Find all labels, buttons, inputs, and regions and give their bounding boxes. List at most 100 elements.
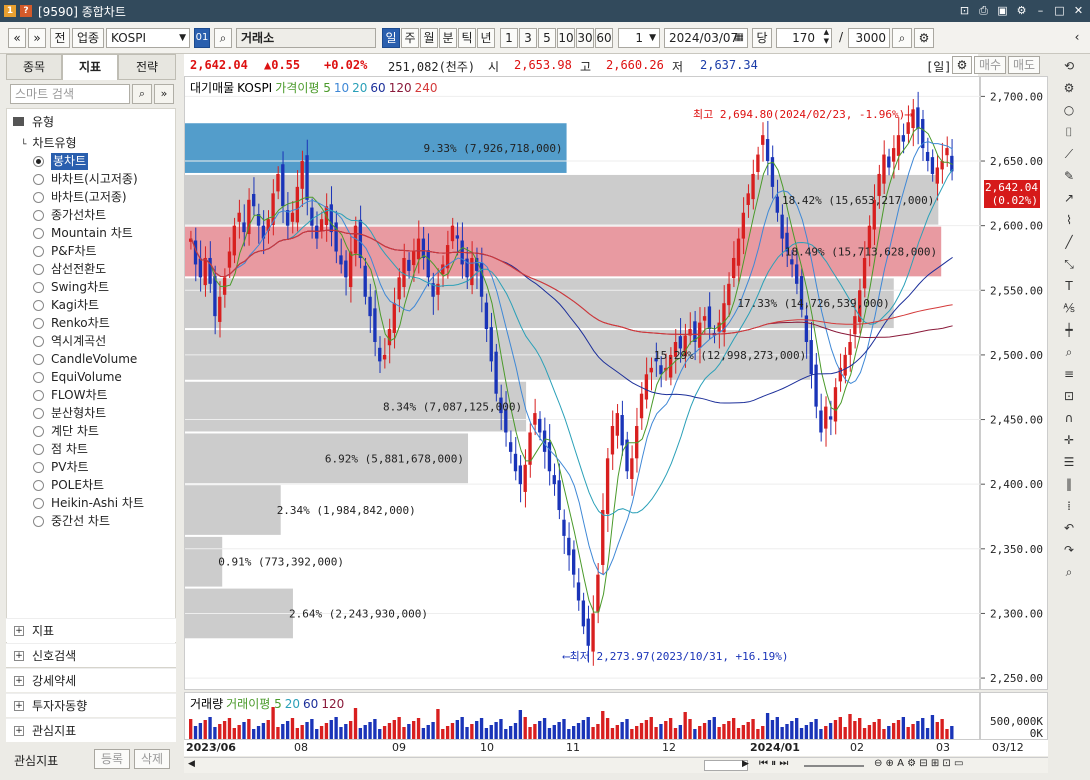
front-button[interactable]: 전 — [50, 28, 70, 48]
search-icon[interactable]: ⌕ — [214, 28, 232, 48]
chart-type-item[interactable]: 봉차트 — [33, 153, 89, 170]
stepper-icon[interactable]: ▲ ▼ — [823, 28, 829, 45]
chevron-down-icon[interactable]: ▼ — [179, 33, 186, 43]
chart-type-item[interactable]: 종가선차트 — [33, 207, 106, 224]
period-tick[interactable]: 틱 — [458, 28, 476, 48]
legend-item[interactable]: 10 — [333, 81, 350, 95]
code-input[interactable]: KOSPI ▼ — [106, 28, 190, 48]
radio-icon[interactable] — [33, 426, 44, 437]
legend-item[interactable]: 120 — [388, 81, 412, 95]
date-input[interactable]: 2024/03/07 ▦ — [664, 28, 748, 48]
scroll-right-icon[interactable]: ▶ — [742, 759, 749, 769]
cross-icon[interactable]: ✛ — [1063, 433, 1075, 447]
chart-type-item[interactable]: Swing차트 — [33, 279, 109, 296]
radio-icon[interactable] — [33, 336, 44, 347]
tab-indicator[interactable]: 지표 — [62, 54, 118, 80]
legend-item[interactable]: 60 — [370, 81, 386, 95]
chart-icon[interactable]: ⌷ — [1065, 125, 1073, 139]
candle-icon[interactable]: ┿ — [1065, 323, 1073, 337]
count-input[interactable]: 170 ▲ ▼ — [776, 28, 832, 48]
volume-legend-item[interactable]: 20 — [284, 697, 301, 711]
chart-type-item[interactable]: 바차트(시고저종) — [33, 171, 138, 188]
chart-type-item[interactable]: Heikin-Ashi 차트 — [33, 495, 144, 512]
refresh-icon[interactable]: ⟲ — [1063, 59, 1075, 73]
chart-type-item[interactable]: P&F차트 — [33, 243, 97, 260]
subgroup-chart-type[interactable]: └ 차트유형 — [21, 134, 77, 151]
radio-icon[interactable] — [33, 462, 44, 473]
zoom-tools[interactable]: ⊖ ⊕ A ⚙ ⊟ ⊞ ⊡ ▭ — [874, 758, 964, 769]
radio-icon[interactable] — [33, 408, 44, 419]
collapse-arrow-icon[interactable]: ‹ — [1074, 30, 1080, 44]
collapsed-group[interactable]: + 관심지표 — [6, 718, 176, 742]
radio-icon[interactable] — [33, 372, 44, 383]
circle-icon[interactable]: ○ — [1063, 103, 1075, 117]
expand-icon[interactable]: » — [154, 84, 174, 104]
close-icon[interactable]: ✕ — [1073, 4, 1084, 17]
pin-icon[interactable]: ⊡ — [959, 4, 970, 17]
chart-type-item[interactable]: Kagi차트 — [33, 297, 99, 314]
chart-type-item[interactable]: 역시계곡선 — [33, 333, 106, 350]
chart-type-item[interactable]: EquiVolume — [33, 369, 122, 386]
expand-plus-icon[interactable]: + — [14, 701, 24, 711]
scroll-left-icon[interactable]: ◀ — [188, 759, 195, 769]
collapsed-group[interactable]: + 투자자동향 — [6, 693, 176, 717]
interval-3[interactable]: 3 — [519, 28, 537, 48]
chart-type-item[interactable]: PV차트 — [33, 459, 89, 476]
period-day[interactable]: 일 — [382, 28, 400, 48]
chart-type-item[interactable]: Mountain 차트 — [33, 225, 133, 242]
print-icon[interactable]: ⎙ — [979, 4, 988, 17]
register-button[interactable]: 등록 — [94, 749, 130, 769]
radio-icon[interactable] — [33, 210, 44, 221]
period-week[interactable]: 주 — [401, 28, 419, 48]
volume-legend-item[interactable]: 거래량 — [190, 697, 224, 711]
radio-icon[interactable] — [33, 480, 44, 491]
expand-plus-icon[interactable]: + — [14, 726, 24, 736]
gear-icon[interactable]: ⚙ — [1016, 4, 1027, 17]
radio-icon[interactable] — [33, 318, 44, 329]
zoom-in-icon[interactable]: ⌕ — [1065, 345, 1073, 359]
interval-10[interactable]: 10 — [557, 28, 575, 48]
gear-icon[interactable]: ⚙ — [1063, 81, 1075, 95]
chart-type-item[interactable]: 분산형차트 — [33, 405, 106, 422]
radio-icon[interactable] — [33, 228, 44, 239]
unit-input[interactable]: 1 ▼ — [618, 28, 660, 48]
arrow-icon[interactable]: ↗ — [1063, 191, 1075, 205]
radio-icon[interactable] — [33, 156, 44, 167]
legend-item[interactable]: 240 — [414, 81, 438, 95]
brush-icon[interactable]: ⌇ — [1066, 213, 1072, 227]
search-icon[interactable]: ⌕ — [132, 84, 152, 104]
undo-icon[interactable]: ↶ — [1063, 521, 1075, 535]
chart-type-item[interactable]: 점 차트 — [33, 441, 88, 458]
sector-button[interactable]: 업종 — [72, 28, 104, 48]
volume-legend-item[interactable]: 120 — [321, 697, 345, 711]
radio-icon[interactable] — [33, 174, 44, 185]
settings-icon[interactable]: ⚙ — [914, 28, 934, 48]
line-icon[interactable]: ╱ — [1065, 235, 1073, 249]
period-month[interactable]: 월 — [420, 28, 438, 48]
tab-stock[interactable]: 종목 — [6, 54, 62, 80]
chart-type-item[interactable]: 삼선전환도 — [33, 261, 106, 278]
grid-icon[interactable]: ⁞ — [1067, 499, 1071, 513]
zoom-search-icon[interactable]: ⌕ — [892, 28, 912, 48]
collapsed-group[interactable]: + 지표 — [6, 618, 176, 642]
radio-icon[interactable] — [33, 516, 44, 527]
playback-controls[interactable]: ⏮ ⏸ ⏭ — [759, 758, 789, 769]
chart-type-item[interactable]: POLE차트 — [33, 477, 104, 494]
nav-next-button[interactable]: » — [28, 28, 46, 48]
volume-chart[interactable] — [184, 692, 980, 740]
legend-item[interactable]: KOSPI — [237, 81, 273, 95]
price-chart[interactable]: 9.33% (7,926,718,000) 18.42% (15,653,217,… — [184, 76, 981, 690]
calendar-icon[interactable]: ▦ — [734, 32, 744, 43]
radio-icon[interactable] — [33, 246, 44, 257]
expand-plus-icon[interactable]: + — [14, 651, 24, 661]
radio-icon[interactable] — [33, 444, 44, 455]
radio-icon[interactable] — [33, 192, 44, 203]
chart-scrollbar[interactable]: ◀ ▶ ⏮ ⏸ ⏭ ⊖ ⊕ A ⚙ ⊟ ⊞ ⊡ ▭ — [184, 757, 1048, 773]
interval-5[interactable]: 5 — [538, 28, 556, 48]
period-year[interactable]: 년 — [477, 28, 495, 48]
legend-item[interactable]: 대기매물 — [190, 81, 235, 95]
zoom-range-icon[interactable]: ⊡ — [1063, 389, 1075, 403]
market-chip[interactable]: 01 — [194, 28, 210, 48]
interval-30[interactable]: 30 — [576, 28, 594, 48]
tab-strategy[interactable]: 전략 — [118, 54, 176, 80]
